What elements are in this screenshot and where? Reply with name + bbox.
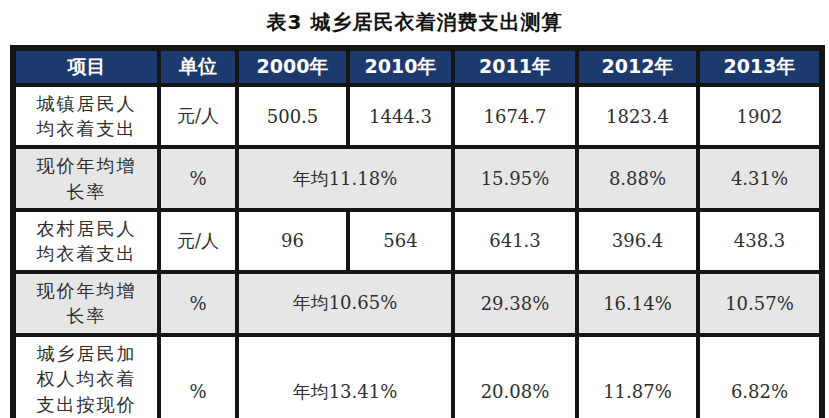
table-row-urban-growth-rate: 现价年均增长率 % 年均11.18% 15.95% 8.88% 4.31% [13,147,822,209]
header-year-2012: 2012年 [577,48,698,85]
value-cell: 20.08% [453,335,577,418]
row-item-label: 农村居民人均衣着支出 [13,210,159,272]
row-item-label: 城乡居民加权人均衣着支出按现价年均增长率 [13,335,159,418]
value-cell: 1444.3 [348,85,453,147]
header-row: 项目 单位 2000年 2010年 2011年 2012年 2013年 [13,48,822,85]
value-cell: 15.95% [453,147,577,209]
row-unit: 元/人 [159,85,237,147]
value-cell: 4.31% [698,147,822,209]
header-year-2011: 2011年 [453,48,577,85]
table-title: 表3 城乡居民衣着消费支出测算 [0,0,829,45]
merged-average-cell: 年均13.41% [237,335,453,418]
page: 表3 城乡居民衣着消费支出测算 项目 单位 2000年 2010年 2011年 … [0,0,829,418]
row-unit: % [159,147,237,209]
header-year-2000: 2000年 [237,48,348,85]
table-row-weighted-growth-rate: 城乡居民加权人均衣着支出按现价年均增长率 % 年均13.41% 20.08% 1… [13,335,822,418]
value-cell: 11.87% [577,335,698,418]
row-unit: 元/人 [159,210,237,272]
value-cell: 438.3 [698,210,822,272]
value-cell: 8.88% [577,147,698,209]
value-cell: 96 [237,210,348,272]
row-unit: % [159,272,237,334]
row-item-label: 现价年均增长率 [13,147,159,209]
clothing-expenditure-table: 项目 单位 2000年 2010年 2011年 2012年 2013年 城镇居民… [10,45,825,418]
value-cell: 16.14% [577,272,698,334]
merged-average-cell: 年均11.18% [237,147,453,209]
header-item: 项目 [13,48,159,85]
value-cell: 564 [348,210,453,272]
value-cell: 500.5 [237,85,348,147]
value-cell: 29.38% [453,272,577,334]
table-row-urban-expenditure: 城镇居民人均衣着支出 元/人 500.5 1444.3 1674.7 1823.… [13,85,822,147]
header-year-2010: 2010年 [348,48,453,85]
value-cell: 10.57% [698,272,822,334]
header-unit: 单位 [159,48,237,85]
row-item-label: 城镇居民人均衣着支出 [13,85,159,147]
value-cell: 641.3 [453,210,577,272]
merged-average-cell: 年均10.65% [237,272,453,334]
row-unit: % [159,335,237,418]
value-cell: 1902 [698,85,822,147]
value-cell: 1674.7 [453,85,577,147]
value-cell: 1823.4 [577,85,698,147]
header-year-2013: 2013年 [698,48,822,85]
table-row-rural-expenditure: 农村居民人均衣着支出 元/人 96 564 641.3 396.4 438.3 [13,210,822,272]
row-item-label: 现价年均增长率 [13,272,159,334]
table-row-rural-growth-rate: 现价年均增长率 % 年均10.65% 29.38% 16.14% 10.57% [13,272,822,334]
value-cell: 396.4 [577,210,698,272]
value-cell: 6.82% [698,335,822,418]
